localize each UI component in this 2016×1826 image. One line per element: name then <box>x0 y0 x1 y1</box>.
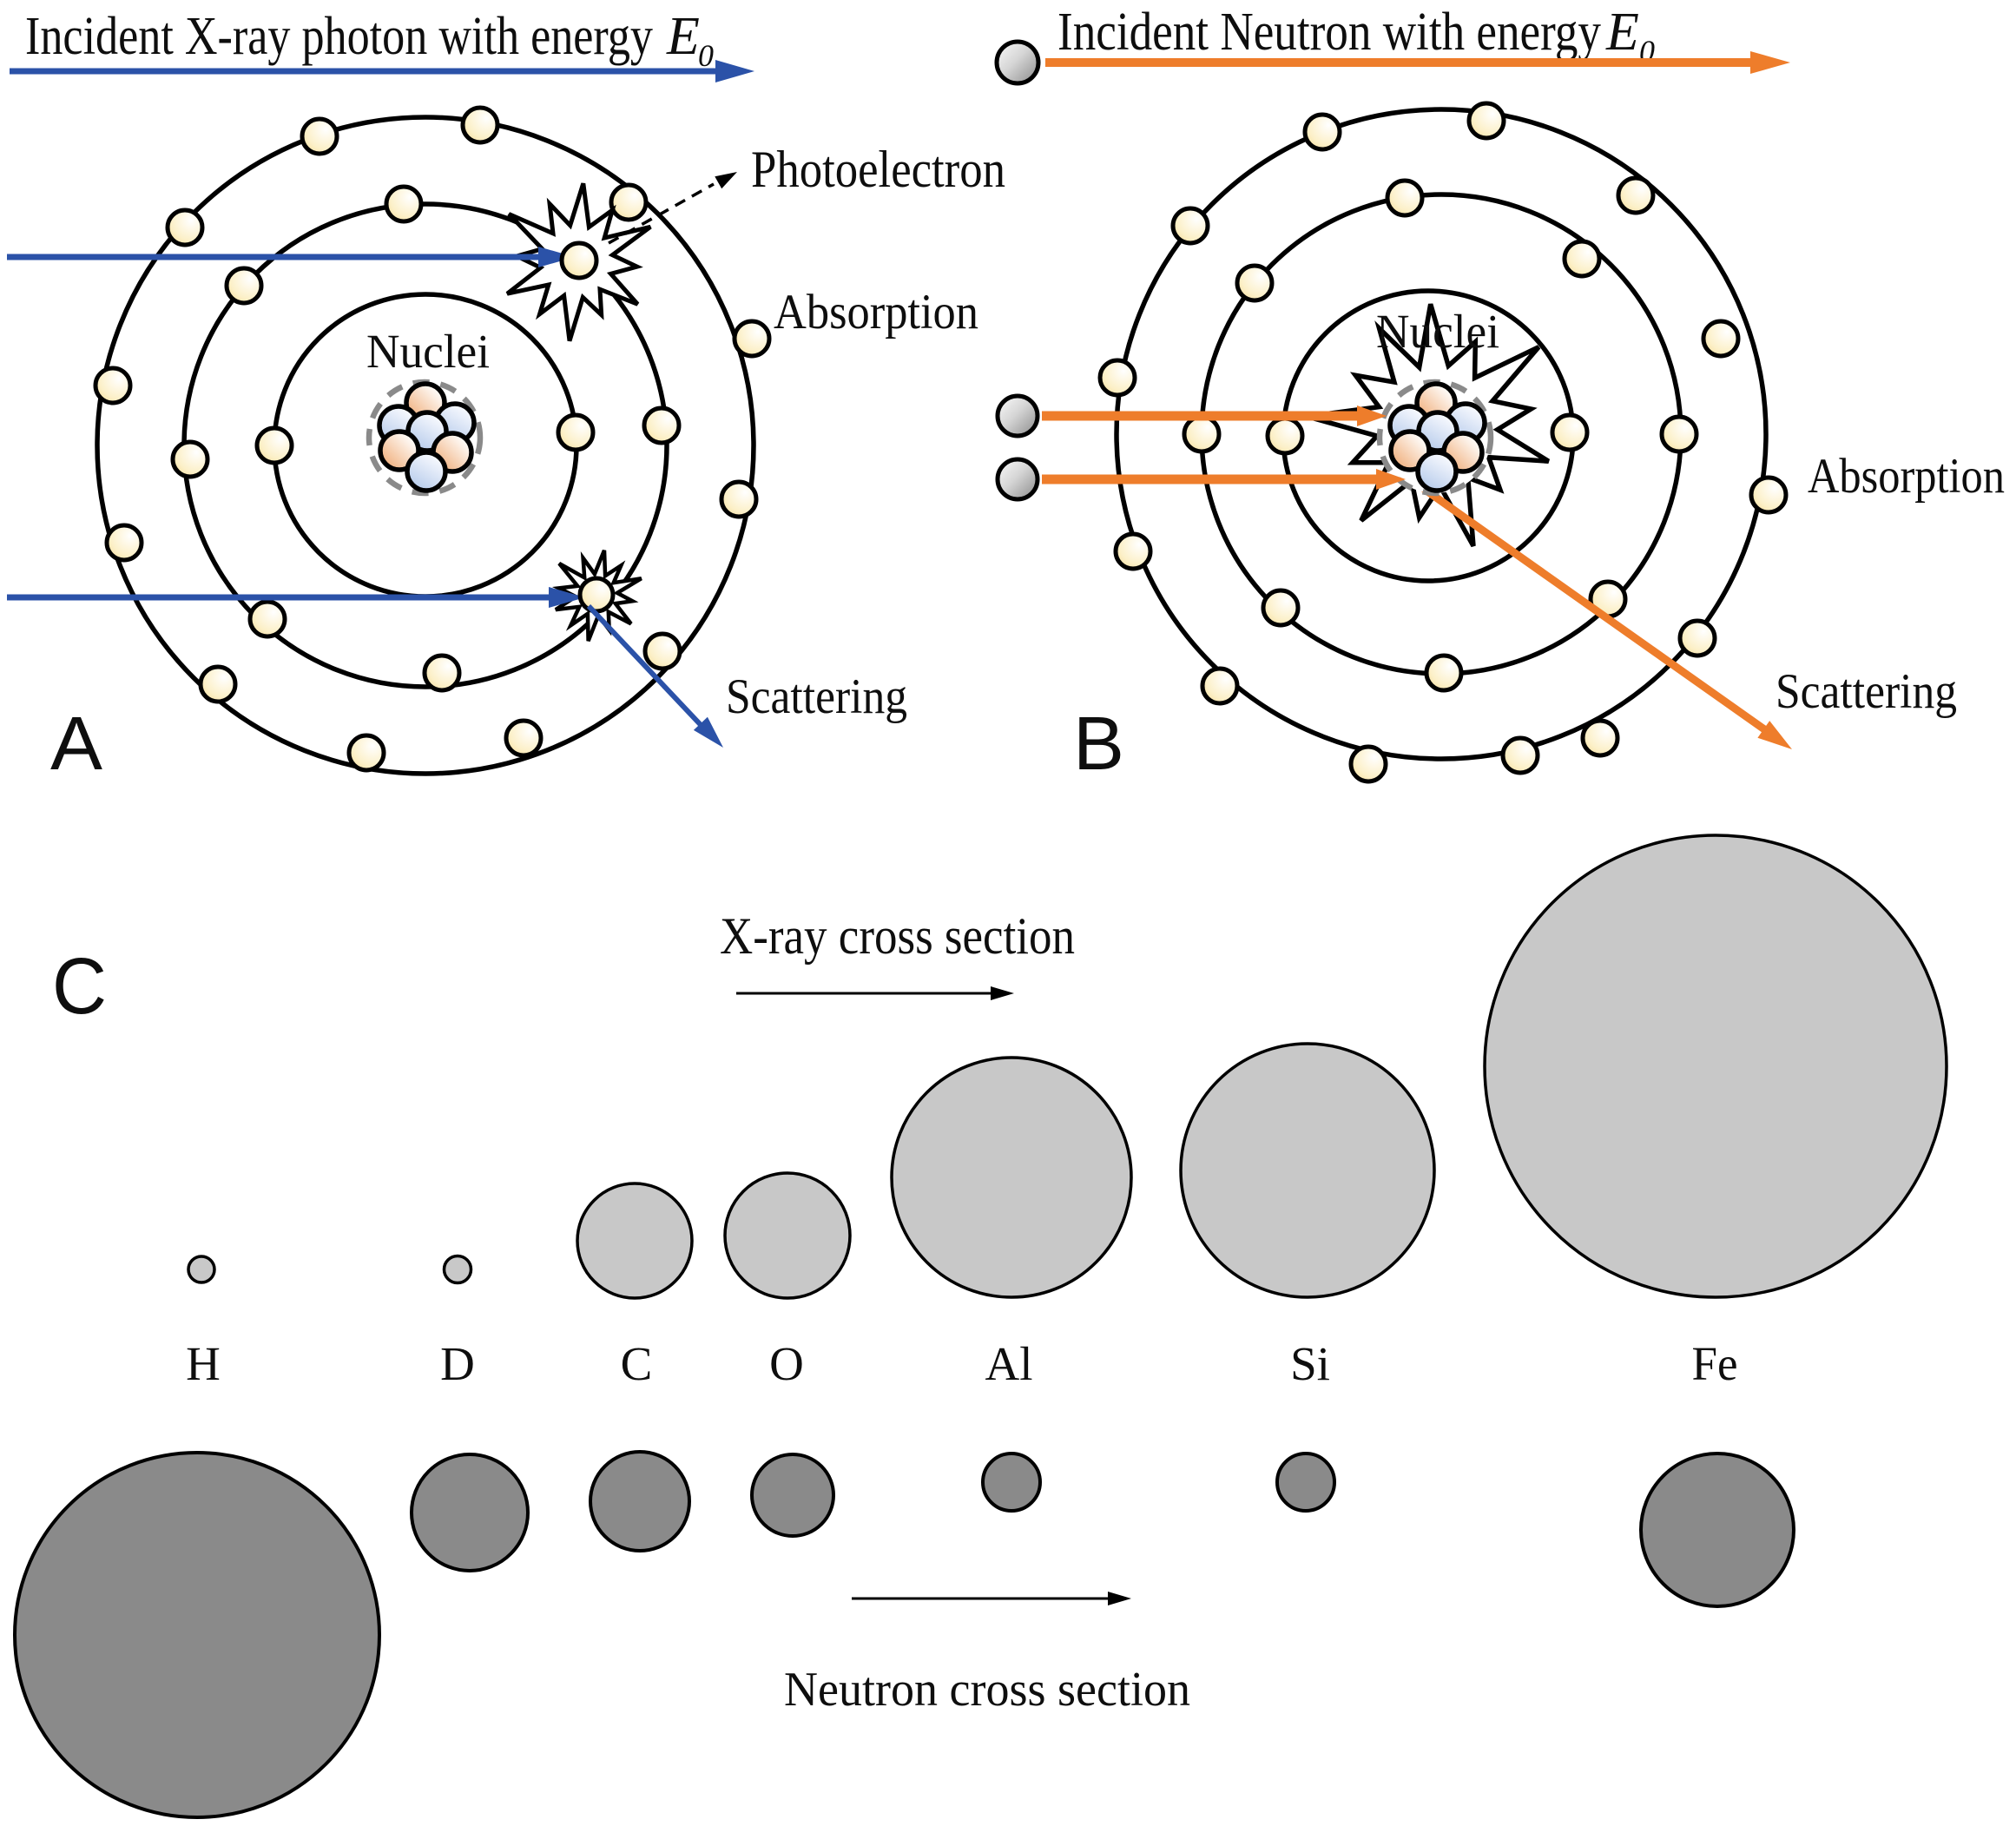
svg-text:A: A <box>50 702 102 786</box>
svg-text:Neutron cross section: Neutron cross section <box>784 1663 1190 1717</box>
svg-text:H: H <box>186 1337 221 1390</box>
svg-text:Nuclei: Nuclei <box>1376 305 1499 358</box>
svg-text:Nuclei: Nuclei <box>366 325 490 378</box>
svg-text:E: E <box>1605 3 1639 62</box>
svg-text:X-ray cross section: X-ray cross section <box>720 907 1075 965</box>
svg-text:Absorption: Absorption <box>1808 449 2005 504</box>
svg-text:Incident Neutron with energy: Incident Neutron with energy <box>1057 3 1601 62</box>
svg-text:Scattering: Scattering <box>726 669 907 724</box>
svg-text:B: B <box>1073 702 1124 786</box>
svg-text:Photoelectron: Photoelectron <box>751 141 1005 198</box>
svg-text:Fe: Fe <box>1692 1337 1738 1390</box>
svg-text:Al: Al <box>985 1337 1033 1390</box>
svg-text:O: O <box>769 1337 804 1390</box>
svg-text:C: C <box>621 1337 653 1390</box>
svg-text:0: 0 <box>698 38 714 73</box>
svg-text:E: E <box>666 7 700 66</box>
svg-text:D: D <box>440 1337 475 1390</box>
svg-text:Si: Si <box>1290 1337 1330 1390</box>
svg-text:Absorption: Absorption <box>774 285 978 339</box>
svg-text:Scattering: Scattering <box>1776 664 1957 719</box>
svg-text:Incident X-ray photon with ene: Incident X-ray photon with energy <box>25 7 653 66</box>
svg-text:C: C <box>52 942 107 1031</box>
